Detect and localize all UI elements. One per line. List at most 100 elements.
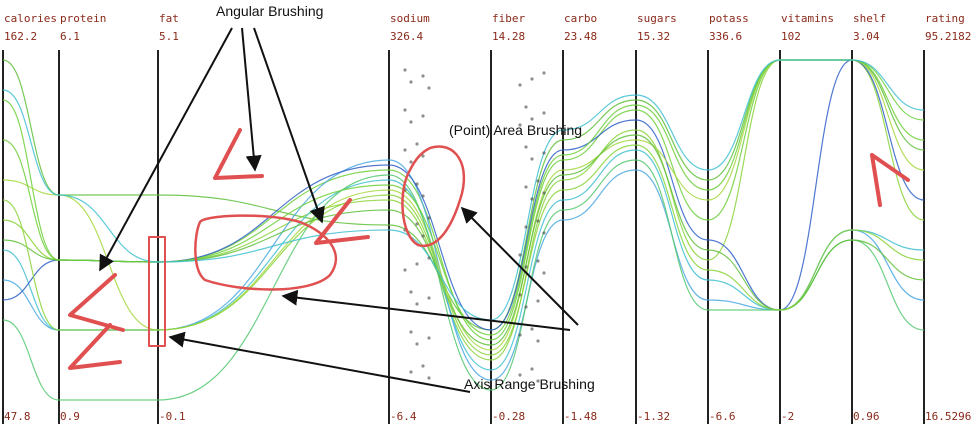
arrow-angular-1 bbox=[99, 27, 233, 272]
data-point bbox=[421, 234, 425, 238]
data-point bbox=[536, 339, 540, 343]
axis-min-shelf: 0.96 bbox=[853, 410, 880, 423]
axis-min-fiber: -0.28 bbox=[492, 410, 525, 423]
arrow-area-2 bbox=[460, 206, 579, 326]
data-point bbox=[542, 231, 546, 235]
data-point bbox=[530, 367, 534, 371]
data-point bbox=[409, 160, 413, 164]
data-point bbox=[427, 296, 431, 300]
axis-max-fiber: 14.28 bbox=[492, 30, 525, 43]
data-point bbox=[542, 111, 546, 115]
data-point bbox=[518, 293, 522, 297]
data-point bbox=[421, 154, 425, 158]
data-point bbox=[524, 225, 528, 229]
arrow-range bbox=[168, 331, 471, 393]
data-point bbox=[536, 299, 540, 303]
axis-label-rating: rating bbox=[925, 12, 965, 25]
axis-max-vitamins: 102 bbox=[781, 30, 801, 43]
axis-max-calories: 162.2 bbox=[4, 30, 37, 43]
data-point bbox=[530, 197, 534, 201]
data-point bbox=[415, 142, 419, 146]
axis-min-sodium: -6.4 bbox=[390, 410, 417, 423]
angular-brush-mark-left-1 bbox=[68, 273, 125, 332]
data-point bbox=[409, 80, 413, 84]
axis-max-shelf: 3.04 bbox=[853, 30, 880, 43]
data-point bbox=[409, 370, 413, 374]
axis-min-protein: 0.9 bbox=[60, 410, 80, 423]
axis-min-calories: 47.8 bbox=[4, 410, 31, 423]
axis-max-sodium: 326.4 bbox=[390, 30, 423, 43]
data-point bbox=[421, 74, 425, 78]
data-polyline bbox=[2, 59, 925, 336]
data-point bbox=[415, 182, 419, 186]
data-point bbox=[409, 330, 413, 334]
data-point bbox=[403, 148, 407, 152]
data-point bbox=[518, 253, 522, 257]
axis-label-carbo: carbo bbox=[564, 12, 597, 25]
axis-max-rating: 95.2182 bbox=[925, 30, 971, 43]
annotation-arrows bbox=[99, 27, 579, 393]
axes-group: calories 162.2 47.8 protein 6.1 0.9 fat 5.1 -0.1… bbox=[2, 12, 971, 424]
axis-max-carbo: 23.48 bbox=[564, 30, 597, 43]
brush-marks bbox=[68, 128, 910, 370]
annotation-range: Axis Range Brushing bbox=[464, 376, 595, 392]
data-point bbox=[530, 327, 534, 331]
axis-label-sodium: sodium bbox=[390, 12, 430, 25]
data-point bbox=[542, 71, 546, 75]
annotation-angular: Angular Brushing bbox=[216, 3, 323, 19]
data-point bbox=[421, 364, 425, 368]
data-point bbox=[518, 123, 522, 127]
data-point bbox=[536, 219, 540, 223]
data-point bbox=[518, 333, 522, 337]
arrow-angular-2 bbox=[241, 27, 262, 172]
axis-label-sugars: sugars bbox=[637, 12, 677, 25]
data-point bbox=[530, 117, 534, 121]
data-point bbox=[542, 151, 546, 155]
axis-min-carbo: -1.48 bbox=[564, 410, 597, 423]
axis-max-fat: 5.1 bbox=[159, 30, 179, 43]
angular-brush-mark-2 bbox=[314, 198, 370, 245]
data-point bbox=[536, 259, 540, 263]
arrow-area-1 bbox=[281, 289, 571, 331]
data-point bbox=[415, 262, 419, 266]
axis-min-potass: -6.6 bbox=[709, 410, 736, 423]
data-point bbox=[524, 145, 528, 149]
data-point bbox=[427, 216, 431, 220]
data-point bbox=[536, 179, 540, 183]
axis-label-protein: protein bbox=[60, 12, 106, 25]
data-point bbox=[415, 222, 419, 226]
data-point bbox=[427, 86, 431, 90]
arrow-angular-3 bbox=[253, 27, 325, 224]
data-lines bbox=[2, 59, 925, 401]
data-point bbox=[542, 191, 546, 195]
data-point bbox=[530, 77, 534, 81]
data-point bbox=[524, 265, 528, 269]
data-point bbox=[403, 68, 407, 72]
data-point bbox=[427, 336, 431, 340]
data-point bbox=[530, 157, 534, 161]
angular-brush-mark-1 bbox=[213, 128, 264, 180]
axis-min-vitamins: -2 bbox=[781, 410, 794, 423]
axis-label-potass: potass bbox=[709, 12, 749, 25]
data-point bbox=[421, 114, 425, 118]
axis-max-potass: 336.6 bbox=[709, 30, 742, 43]
data-point bbox=[403, 268, 407, 272]
axis-min-sugars: -1.32 bbox=[637, 410, 670, 423]
data-point bbox=[542, 271, 546, 275]
data-point bbox=[427, 376, 431, 380]
data-point bbox=[415, 302, 419, 306]
axis-label-calories: calories bbox=[4, 12, 57, 25]
axis-label-shelf: shelf bbox=[853, 12, 886, 25]
data-point bbox=[536, 379, 540, 383]
data-point bbox=[518, 83, 522, 87]
data-point bbox=[409, 290, 413, 294]
data-point bbox=[415, 342, 419, 346]
axis-min-fat: -0.1 bbox=[159, 410, 186, 423]
data-polyline bbox=[2, 59, 925, 341]
axis-range-brush bbox=[148, 236, 166, 347]
area-brush-ellipse-2 bbox=[401, 145, 466, 248]
annotation-area: (Point) Area Brushing bbox=[449, 122, 582, 138]
axis-max-protein: 6.1 bbox=[60, 30, 80, 43]
